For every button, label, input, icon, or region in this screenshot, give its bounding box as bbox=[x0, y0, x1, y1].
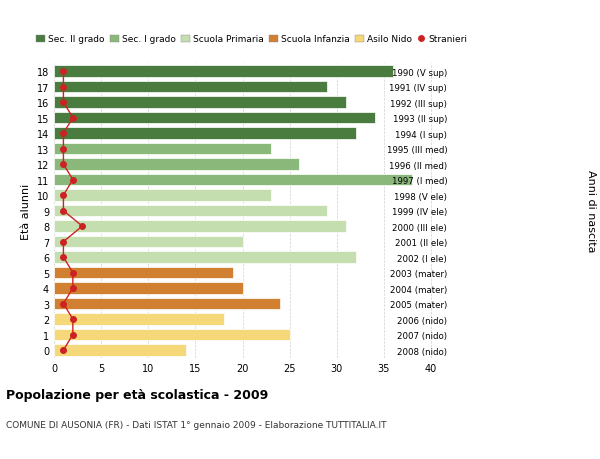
Text: COMUNE DI AUSONIA (FR) - Dati ISTAT 1° gennaio 2009 - Elaborazione TUTTITALIA.IT: COMUNE DI AUSONIA (FR) - Dati ISTAT 1° g… bbox=[6, 420, 386, 429]
Bar bbox=[54, 313, 224, 325]
Point bbox=[68, 331, 77, 338]
Point bbox=[59, 347, 68, 354]
Legend: Sec. II grado, Sec. I grado, Scuola Primaria, Scuola Infanzia, Asilo Nido, Stran: Sec. II grado, Sec. I grado, Scuola Prim… bbox=[33, 32, 471, 48]
Y-axis label: Età alunni: Età alunni bbox=[21, 183, 31, 239]
Text: Popolazione per età scolastica - 2009: Popolazione per età scolastica - 2009 bbox=[6, 388, 268, 401]
Bar bbox=[54, 329, 290, 341]
Bar bbox=[54, 252, 356, 263]
Bar bbox=[54, 144, 271, 155]
Bar bbox=[54, 159, 299, 171]
Bar bbox=[54, 97, 346, 109]
Point bbox=[59, 130, 68, 138]
Bar bbox=[54, 128, 356, 140]
Point bbox=[59, 254, 68, 261]
Bar bbox=[54, 345, 186, 356]
Point bbox=[59, 146, 68, 153]
Bar bbox=[54, 205, 328, 217]
Bar bbox=[54, 66, 394, 78]
Point bbox=[59, 207, 68, 215]
Point bbox=[68, 269, 77, 277]
Point bbox=[59, 84, 68, 91]
Point bbox=[59, 300, 68, 308]
Point bbox=[77, 223, 87, 230]
Bar bbox=[54, 190, 271, 202]
Text: Anni di nascita: Anni di nascita bbox=[586, 170, 596, 252]
Bar bbox=[54, 112, 374, 124]
Point bbox=[68, 316, 77, 323]
Point bbox=[59, 68, 68, 76]
Point bbox=[68, 285, 77, 292]
Bar bbox=[54, 236, 242, 248]
Point bbox=[68, 177, 77, 184]
Point bbox=[59, 192, 68, 199]
Point bbox=[59, 238, 68, 246]
Bar bbox=[54, 82, 328, 93]
Bar bbox=[54, 174, 412, 186]
Point bbox=[59, 161, 68, 168]
Bar bbox=[54, 267, 233, 279]
Point bbox=[59, 99, 68, 106]
Bar bbox=[54, 221, 346, 232]
Bar bbox=[54, 283, 242, 294]
Point bbox=[68, 115, 77, 122]
Bar bbox=[54, 298, 280, 310]
